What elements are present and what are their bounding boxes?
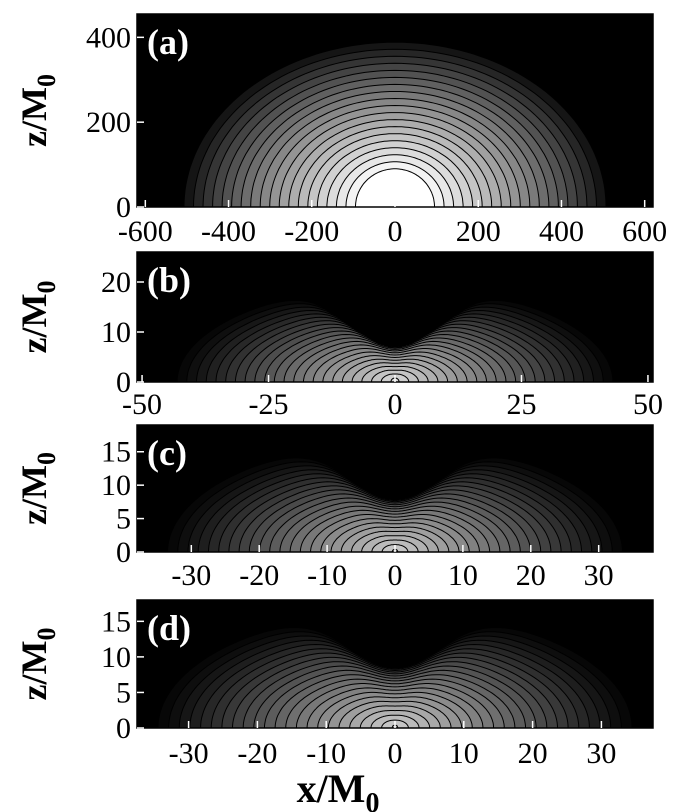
x-tick-label: -10 [306, 737, 346, 770]
x-tick-label: -50 [122, 388, 162, 421]
panel-label: (b) [147, 260, 191, 300]
y-axis-label-main: z/M [14, 641, 54, 701]
y-axis-label-subscript: 0 [32, 628, 61, 641]
y-tick-label: 20 [101, 266, 131, 299]
y-tick-label: 0 [116, 366, 131, 399]
x-tick-label: 30 [586, 737, 616, 770]
x-tick-label: -200 [284, 215, 339, 248]
x-tick-label: 600 [622, 215, 667, 248]
y-axis-label-subscript: 0 [32, 281, 61, 294]
y-tick-label: 15 [101, 436, 131, 469]
panel-label: (c) [147, 433, 187, 473]
x-tick-label: 30 [584, 559, 614, 592]
y-axis-label: z/M0 [14, 628, 61, 701]
panel-label: (a) [147, 22, 189, 62]
x-tick-label: -30 [171, 559, 211, 592]
contour-level [355, 168, 435, 207]
y-axis-label-subscript: 0 [32, 74, 61, 87]
y-tick-label: 200 [86, 106, 131, 139]
x-tick-label: 20 [518, 737, 548, 770]
x-tick-label: 20 [516, 559, 546, 592]
y-tick-label: 0 [116, 191, 131, 224]
x-tick-label: -20 [237, 737, 277, 770]
y-tick-label: 10 [101, 641, 131, 674]
x-tick-label: -10 [307, 559, 347, 592]
x-tick-label: 400 [539, 215, 584, 248]
x-tick-label: 25 [506, 388, 536, 421]
panel-label: (d) [147, 608, 191, 648]
y-axis-label: z/M0 [14, 452, 61, 525]
contour-levels [173, 34, 617, 207]
x-tick-label: 0 [388, 215, 403, 248]
x-tick-label: -20 [239, 559, 279, 592]
y-axis-label: z/M0 [14, 281, 61, 354]
y-tick-label: 10 [101, 469, 131, 502]
shared-x-axis-label-subscript: 0 [365, 788, 379, 812]
x-tick-label: 0 [388, 737, 403, 770]
x-tick-label: -600 [118, 215, 173, 248]
y-axis-label-main: z/M [14, 87, 54, 147]
y-tick-label: 15 [101, 605, 131, 638]
x-tick-label: 0 [388, 388, 403, 421]
x-tick-label: -30 [169, 737, 209, 770]
y-tick-label: 0 [116, 712, 131, 745]
y-axis-label-subscript: 0 [32, 452, 61, 465]
contour-levels [156, 453, 634, 552]
y-axis-label: z/M0 [14, 74, 61, 147]
y-tick-label: 0 [116, 536, 131, 569]
x-tick-label: 0 [388, 559, 403, 592]
shared-x-axis-label-main: x/M [297, 766, 366, 811]
x-tick-label: 10 [448, 559, 478, 592]
y-axis-label-main: z/M [14, 294, 54, 354]
contour-levels [166, 296, 624, 382]
x-tick-label: 10 [449, 737, 479, 770]
y-tick-label: 5 [116, 503, 131, 536]
y-tick-label: 5 [116, 676, 131, 709]
x-tick-label: -25 [249, 388, 289, 421]
shared-x-axis-label: x/M0 [297, 766, 380, 812]
y-tick-label: 400 [86, 21, 131, 54]
x-tick-label: 50 [633, 388, 663, 421]
x-tick-label: 200 [456, 215, 501, 248]
x-tick-label: -400 [201, 215, 256, 248]
contour-levels [146, 622, 644, 728]
y-axis-label-main: z/M [14, 465, 54, 525]
y-tick-label: 10 [101, 316, 131, 349]
